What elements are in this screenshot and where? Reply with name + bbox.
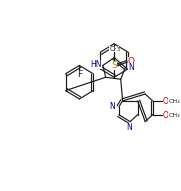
Text: O: O bbox=[128, 57, 134, 66]
Text: F: F bbox=[77, 70, 82, 79]
Text: CH₃: CH₃ bbox=[169, 99, 180, 104]
Text: O: O bbox=[163, 97, 169, 106]
Text: S: S bbox=[111, 61, 117, 70]
Text: 3: 3 bbox=[116, 47, 119, 52]
Text: O: O bbox=[163, 111, 169, 120]
Text: HN: HN bbox=[90, 60, 102, 69]
Text: CH₃: CH₃ bbox=[169, 113, 180, 118]
Text: CH: CH bbox=[109, 46, 119, 52]
Text: N: N bbox=[126, 123, 132, 132]
Text: N: N bbox=[109, 102, 115, 111]
Text: N: N bbox=[128, 63, 134, 72]
